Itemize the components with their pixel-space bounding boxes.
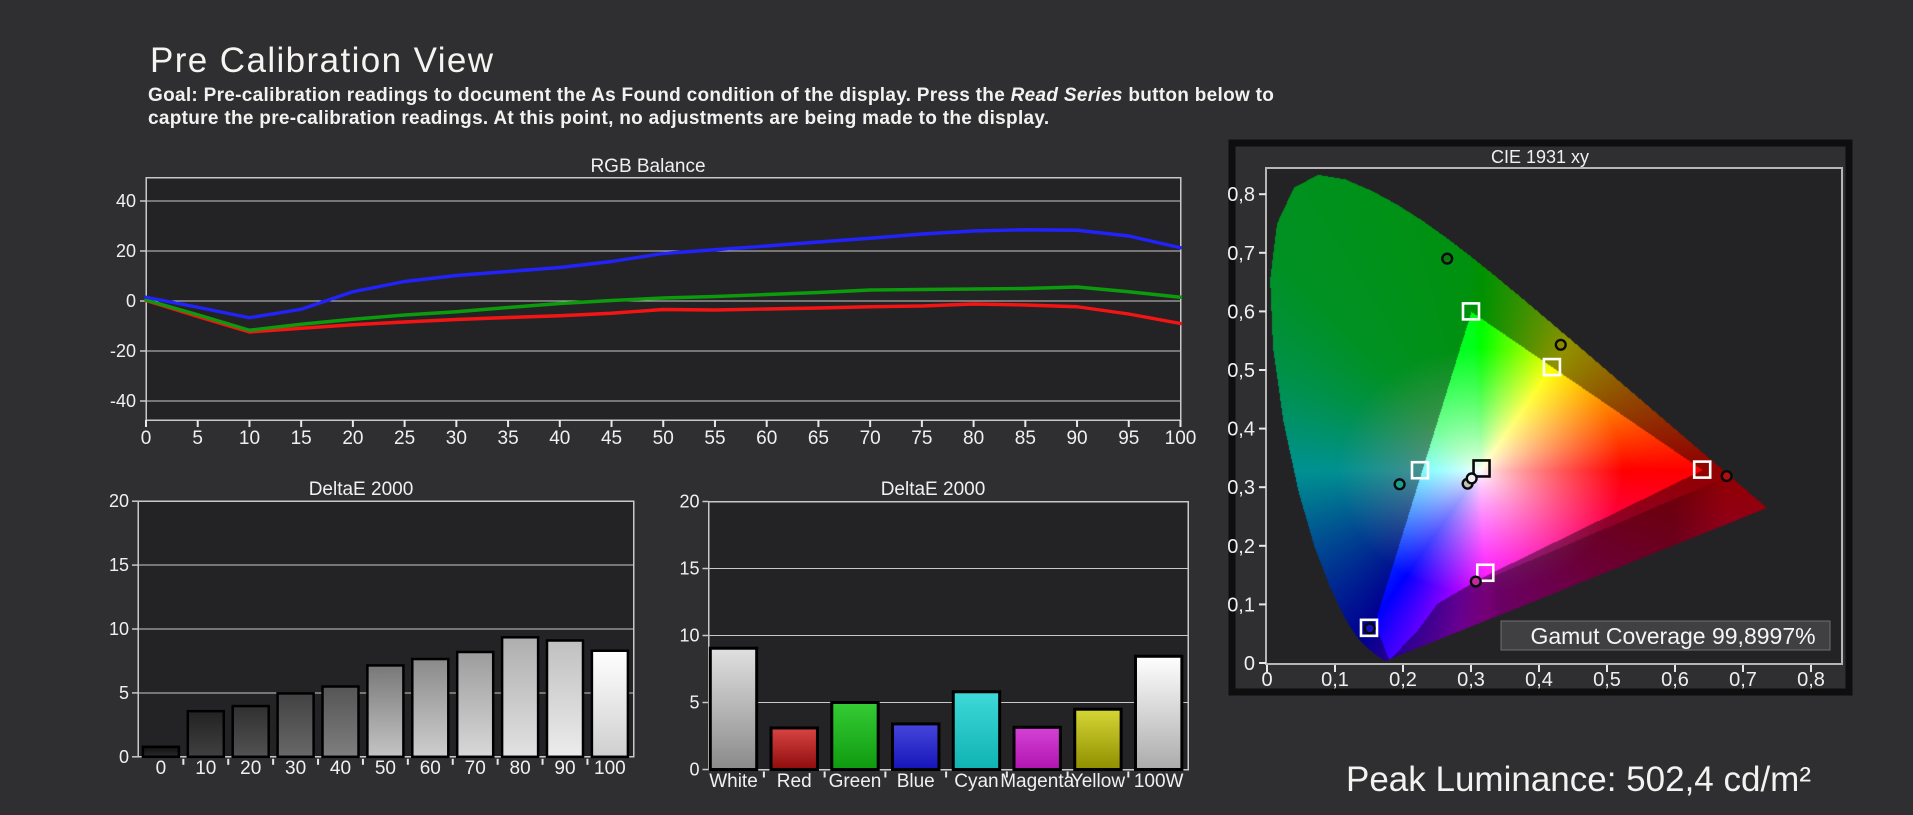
svg-text:25: 25 bbox=[394, 428, 415, 449]
svg-text:100W: 100W bbox=[1134, 771, 1184, 792]
svg-text:10: 10 bbox=[195, 758, 216, 779]
svg-text:90: 90 bbox=[554, 758, 575, 779]
svg-text:50: 50 bbox=[375, 758, 396, 779]
svg-text:95: 95 bbox=[1118, 428, 1139, 449]
svg-text:30: 30 bbox=[285, 758, 306, 779]
svg-text:0,7: 0,7 bbox=[1729, 669, 1757, 691]
svg-text:DeltaE 2000: DeltaE 2000 bbox=[309, 479, 414, 500]
svg-text:0,1: 0,1 bbox=[1227, 594, 1255, 616]
svg-text:5: 5 bbox=[689, 693, 699, 713]
svg-text:10: 10 bbox=[109, 619, 129, 639]
svg-text:0: 0 bbox=[689, 760, 699, 780]
svg-text:20: 20 bbox=[679, 492, 699, 512]
svg-text:Magenta: Magenta bbox=[1000, 771, 1074, 792]
svg-text:0,4: 0,4 bbox=[1525, 669, 1553, 691]
svg-text:5: 5 bbox=[192, 428, 203, 449]
svg-text:0: 0 bbox=[156, 758, 167, 779]
svg-text:Yellow: Yellow bbox=[1071, 771, 1126, 792]
svg-text:80: 80 bbox=[963, 428, 984, 449]
svg-text:0,8: 0,8 bbox=[1227, 184, 1255, 206]
svg-text:20: 20 bbox=[240, 758, 261, 779]
svg-text:10: 10 bbox=[239, 428, 260, 449]
svg-text:-40: -40 bbox=[110, 391, 136, 411]
svg-text:0: 0 bbox=[119, 747, 129, 767]
svg-text:RGB Balance: RGB Balance bbox=[590, 156, 705, 177]
svg-text:0,6: 0,6 bbox=[1661, 669, 1689, 691]
svg-text:Gamut Coverage 99,8997%: Gamut Coverage 99,8997% bbox=[1530, 623, 1815, 649]
svg-text:White: White bbox=[709, 771, 758, 792]
svg-text:40: 40 bbox=[116, 191, 136, 211]
svg-text:0,3: 0,3 bbox=[1227, 477, 1255, 499]
svg-text:70: 70 bbox=[465, 758, 486, 779]
svg-text:Green: Green bbox=[829, 771, 882, 792]
svg-text:Cyan: Cyan bbox=[954, 771, 998, 792]
svg-text:DeltaE 2000: DeltaE 2000 bbox=[881, 479, 986, 500]
svg-text:0,5: 0,5 bbox=[1227, 360, 1255, 382]
svg-text:Blue: Blue bbox=[897, 771, 935, 792]
svg-text:Red: Red bbox=[777, 771, 812, 792]
svg-text:15: 15 bbox=[291, 428, 312, 449]
svg-text:70: 70 bbox=[860, 428, 881, 449]
svg-text:0,6: 0,6 bbox=[1227, 301, 1255, 323]
svg-text:0,2: 0,2 bbox=[1227, 536, 1255, 558]
svg-text:10: 10 bbox=[679, 626, 699, 646]
svg-text:60: 60 bbox=[756, 428, 777, 449]
svg-text:20: 20 bbox=[342, 428, 363, 449]
svg-text:0,7: 0,7 bbox=[1227, 243, 1255, 265]
svg-text:30: 30 bbox=[446, 428, 467, 449]
svg-text:0,2: 0,2 bbox=[1389, 669, 1417, 691]
svg-text:55: 55 bbox=[704, 428, 725, 449]
svg-text:80: 80 bbox=[510, 758, 531, 779]
svg-text:35: 35 bbox=[498, 428, 519, 449]
svg-text:40: 40 bbox=[330, 758, 351, 779]
svg-text:0,1: 0,1 bbox=[1321, 669, 1349, 691]
svg-text:0: 0 bbox=[126, 291, 136, 311]
svg-text:90: 90 bbox=[1066, 428, 1087, 449]
svg-text:CIE 1931 xy: CIE 1931 xy bbox=[1491, 147, 1589, 167]
svg-text:15: 15 bbox=[109, 555, 129, 575]
svg-text:5: 5 bbox=[119, 683, 129, 703]
svg-text:60: 60 bbox=[420, 758, 441, 779]
svg-text:15: 15 bbox=[679, 559, 699, 579]
svg-text:0: 0 bbox=[141, 428, 152, 449]
svg-text:0,3: 0,3 bbox=[1457, 669, 1485, 691]
svg-text:65: 65 bbox=[808, 428, 829, 449]
svg-text:75: 75 bbox=[911, 428, 932, 449]
svg-text:0: 0 bbox=[1261, 669, 1272, 691]
svg-text:100: 100 bbox=[1165, 428, 1197, 449]
svg-text:85: 85 bbox=[1015, 428, 1036, 449]
svg-text:20: 20 bbox=[116, 241, 136, 261]
svg-text:-20: -20 bbox=[110, 341, 136, 361]
svg-text:45: 45 bbox=[601, 428, 622, 449]
svg-text:0,5: 0,5 bbox=[1593, 669, 1621, 691]
svg-text:40: 40 bbox=[549, 428, 570, 449]
svg-text:20: 20 bbox=[109, 491, 129, 511]
svg-text:50: 50 bbox=[653, 428, 674, 449]
svg-text:0,8: 0,8 bbox=[1797, 669, 1825, 691]
svg-text:100: 100 bbox=[594, 758, 626, 779]
svg-text:0,4: 0,4 bbox=[1227, 419, 1255, 441]
svg-text:0: 0 bbox=[1244, 653, 1255, 675]
